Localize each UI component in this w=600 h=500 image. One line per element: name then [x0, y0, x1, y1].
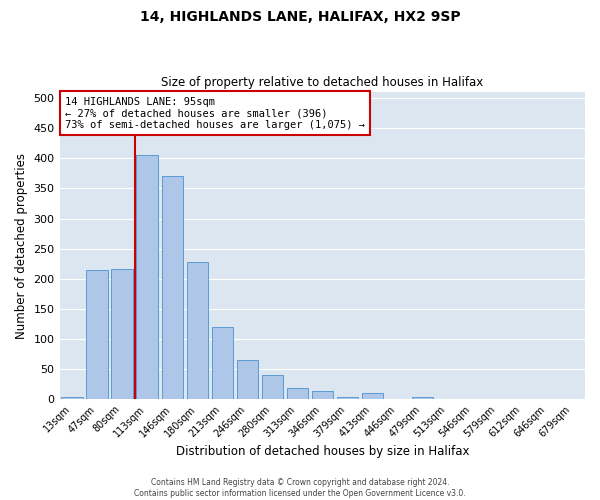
Y-axis label: Number of detached properties: Number of detached properties [15, 152, 28, 338]
Bar [512, 398, 533, 399]
Bar [437, 398, 458, 399]
Bar [112, 269, 133, 399]
Bar [287, 388, 308, 399]
Bar [86, 270, 108, 399]
Text: Contains HM Land Registry data © Crown copyright and database right 2024.
Contai: Contains HM Land Registry data © Crown c… [134, 478, 466, 498]
Bar [212, 327, 233, 399]
Bar [362, 393, 383, 399]
Bar [387, 398, 408, 399]
Bar [161, 176, 183, 399]
Bar [136, 156, 158, 399]
Bar [311, 390, 333, 399]
X-axis label: Distribution of detached houses by size in Halifax: Distribution of detached houses by size … [176, 444, 469, 458]
Bar [412, 398, 433, 399]
Title: Size of property relative to detached houses in Halifax: Size of property relative to detached ho… [161, 76, 484, 90]
Bar [337, 398, 358, 399]
Bar [262, 375, 283, 399]
Bar [61, 398, 83, 399]
Bar [236, 360, 258, 399]
Text: 14 HIGHLANDS LANE: 95sqm
← 27% of detached houses are smaller (396)
73% of semi-: 14 HIGHLANDS LANE: 95sqm ← 27% of detach… [65, 96, 365, 130]
Bar [187, 262, 208, 399]
Text: 14, HIGHLANDS LANE, HALIFAX, HX2 9SP: 14, HIGHLANDS LANE, HALIFAX, HX2 9SP [140, 10, 460, 24]
Bar [562, 398, 583, 399]
